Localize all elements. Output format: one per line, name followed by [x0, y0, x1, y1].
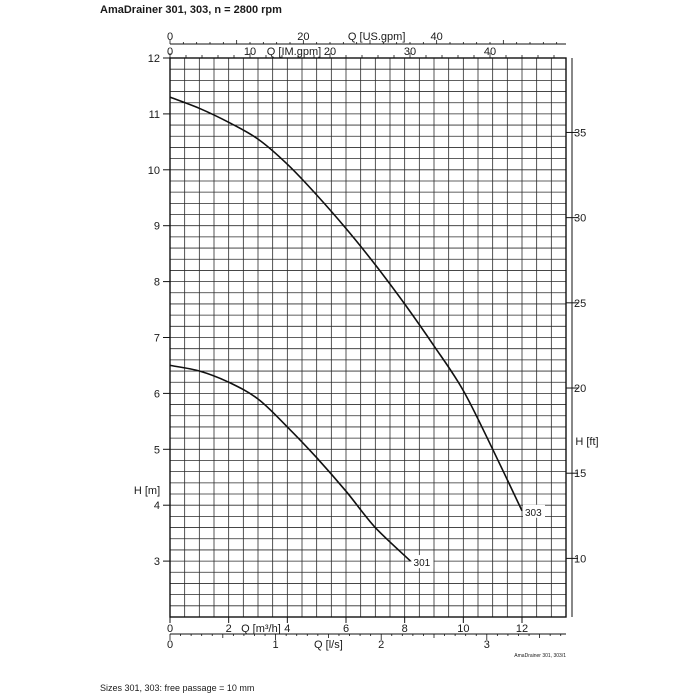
tick-label-m3h: 2: [226, 623, 232, 635]
axis-label-h-ft: H [ft]: [575, 436, 598, 448]
curves: [169, 96, 545, 569]
tick-label-h-m: 5: [154, 444, 160, 456]
tick-label-h-m: 7: [154, 333, 160, 345]
curve-label-303: 303: [525, 508, 542, 519]
tick-label-h-m: 9: [154, 221, 160, 233]
tick-label-h-m: 3: [154, 556, 160, 568]
curve-label-bg: [523, 504, 545, 518]
tick-label-m3h: 0: [167, 623, 173, 635]
curve-301: [169, 364, 412, 562]
chart-code: AmaDrainer 301, 303/1: [514, 653, 566, 659]
tick-label-h-ft: 15: [574, 468, 586, 480]
tick-label-h-m: 4: [154, 500, 160, 512]
tick-label-h-m: 8: [154, 277, 160, 289]
curve-label-bg: [411, 555, 434, 569]
tick-label-h-ft: 30: [574, 213, 586, 225]
axes: [163, 40, 578, 640]
tick-label-h-m: 11: [149, 109, 160, 121]
tick-label-im-gpm: 10: [244, 46, 256, 58]
tick-label-m3h: 4: [284, 623, 290, 635]
tick-label-m3h: 8: [402, 623, 408, 635]
tick-label-ls: 3: [484, 639, 490, 651]
tick-label-im-gpm: 20: [324, 46, 336, 58]
page-title: AmaDrainer 301, 303, n = 2800 rpm: [100, 4, 282, 16]
tick-label-ls: 1: [273, 639, 279, 651]
tick-label-m3h: 12: [516, 623, 528, 635]
tick-label-m3h: 6: [343, 623, 349, 635]
tick-label-im-gpm: 40: [484, 46, 496, 58]
tick-label-ls: 2: [378, 639, 384, 651]
tick-label-h-m: 12: [148, 53, 160, 65]
axis-label-h-m: H [m]: [134, 485, 160, 497]
tick-label-h-ft: 10: [574, 553, 586, 565]
axis-label-ls: Q [l/s]: [314, 639, 343, 651]
tick-label-us-gpm: 40: [431, 31, 443, 43]
tick-label-h-ft: 25: [574, 298, 586, 310]
tick-label-m3h: 10: [457, 623, 469, 635]
tick-label-h-m: 10: [148, 165, 160, 177]
tick-label-h-ft: 35: [574, 127, 586, 139]
axis-label-us-gpm: Q [US.gpm]: [348, 31, 405, 43]
tick-label-us-gpm: 0: [167, 31, 173, 43]
curve-303: [169, 96, 523, 512]
axis-label-m3h: Q [m³/h]: [241, 623, 281, 635]
tick-label-h-ft: 20: [574, 383, 586, 395]
axis-label-im-gpm: Q [IM.gpm]: [267, 46, 321, 58]
footnote: Sizes 301, 303: free passage = 10 mm: [100, 683, 255, 693]
tick-label-ls: 0: [167, 639, 173, 651]
tick-label-im-gpm: 30: [404, 46, 416, 58]
grid: [169, 57, 567, 618]
curve-label-301: 301: [414, 558, 431, 569]
tick-label-im-gpm: 0: [167, 46, 173, 58]
tick-label-h-m: 6: [154, 388, 160, 400]
tick-label-us-gpm: 20: [297, 31, 309, 43]
